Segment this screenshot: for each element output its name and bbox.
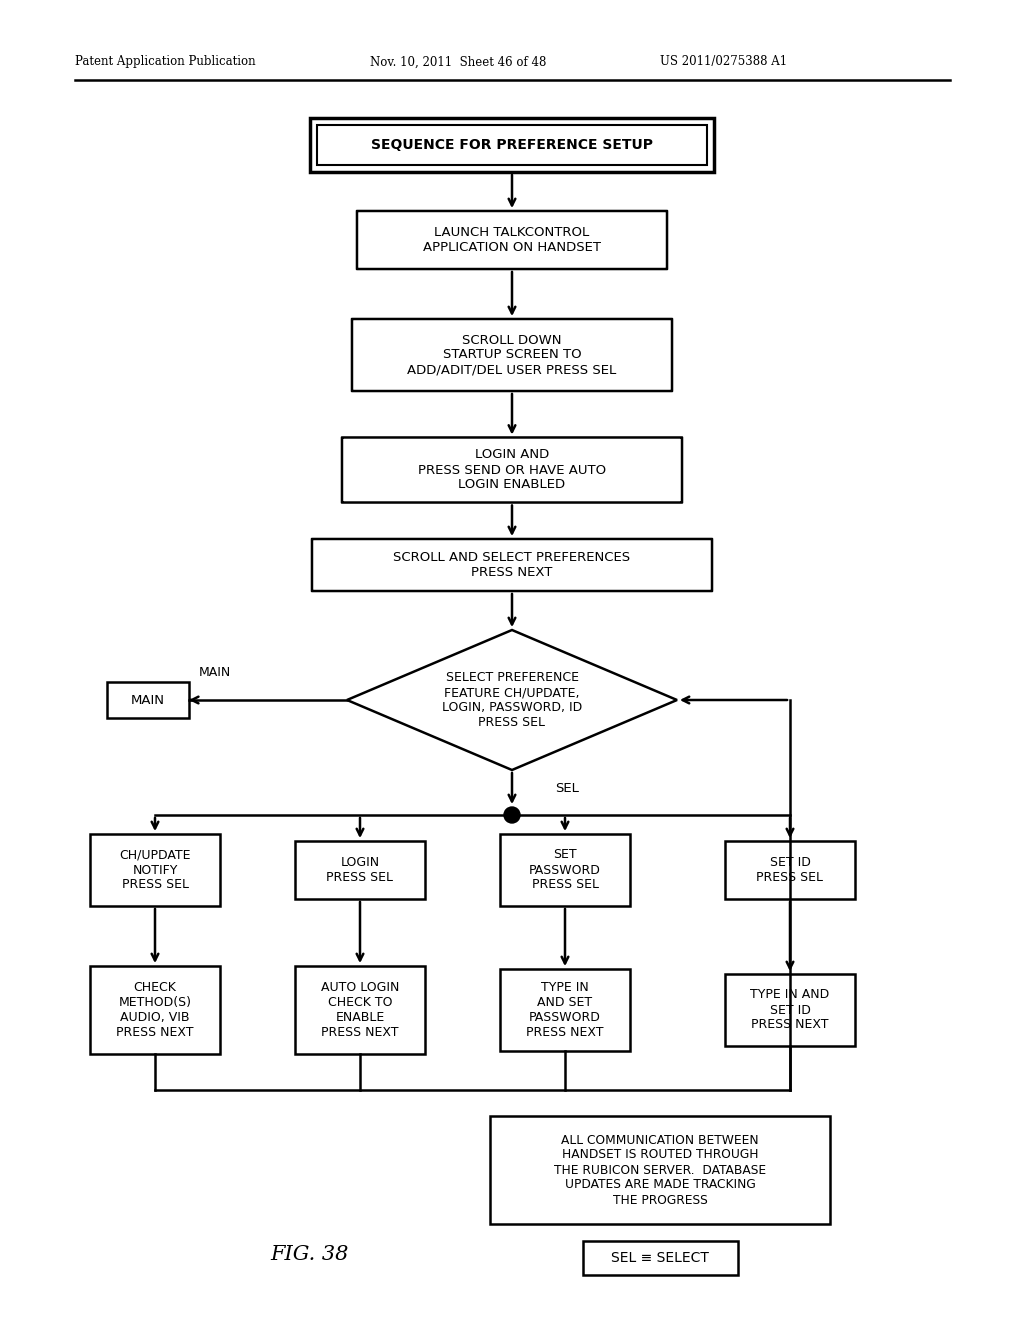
Bar bbox=[295, 966, 425, 1053]
Text: CH/UPDATE
NOTIFY
PRESS SEL: CH/UPDATE NOTIFY PRESS SEL bbox=[119, 849, 190, 891]
Text: SET ID
PRESS SEL: SET ID PRESS SEL bbox=[757, 855, 823, 884]
Text: US 2011/0275388 A1: US 2011/0275388 A1 bbox=[660, 55, 787, 69]
Bar bbox=[583, 1241, 737, 1275]
Text: TYPE IN
AND SET
PASSWORD
PRESS NEXT: TYPE IN AND SET PASSWORD PRESS NEXT bbox=[526, 981, 604, 1039]
Polygon shape bbox=[347, 630, 677, 770]
Text: SEL ≡ SELECT: SEL ≡ SELECT bbox=[611, 1251, 709, 1265]
Bar bbox=[106, 682, 189, 718]
Text: CHECK
METHOD(S)
AUDIO, VIB
PRESS NEXT: CHECK METHOD(S) AUDIO, VIB PRESS NEXT bbox=[117, 981, 194, 1039]
Circle shape bbox=[504, 807, 520, 822]
Bar bbox=[90, 834, 220, 906]
Bar bbox=[295, 841, 425, 899]
Text: SET
PASSWORD
PRESS SEL: SET PASSWORD PRESS SEL bbox=[529, 849, 601, 891]
Text: Patent Application Publication: Patent Application Publication bbox=[75, 55, 256, 69]
FancyBboxPatch shape bbox=[342, 437, 682, 503]
Bar bbox=[490, 1115, 830, 1224]
Bar bbox=[317, 125, 707, 165]
Text: MAIN: MAIN bbox=[131, 693, 165, 706]
Bar bbox=[310, 117, 714, 172]
Text: AUTO LOGIN
CHECK TO
ENABLE
PRESS NEXT: AUTO LOGIN CHECK TO ENABLE PRESS NEXT bbox=[321, 981, 399, 1039]
Text: TYPE IN AND
SET ID
PRESS NEXT: TYPE IN AND SET ID PRESS NEXT bbox=[751, 989, 829, 1031]
FancyBboxPatch shape bbox=[352, 319, 672, 391]
Text: SELECT PREFERENCE
FEATURE CH/UPDATE,
LOGIN, PASSWORD, ID
PRESS SEL: SELECT PREFERENCE FEATURE CH/UPDATE, LOG… bbox=[442, 671, 582, 729]
Text: LOGIN AND
PRESS SEND OR HAVE AUTO
LOGIN ENABLED: LOGIN AND PRESS SEND OR HAVE AUTO LOGIN … bbox=[418, 449, 606, 491]
Bar bbox=[500, 969, 630, 1051]
Text: SCROLL AND SELECT PREFERENCES
PRESS NEXT: SCROLL AND SELECT PREFERENCES PRESS NEXT bbox=[393, 550, 631, 579]
Text: LAUNCH TALKCONTROL
APPLICATION ON HANDSET: LAUNCH TALKCONTROL APPLICATION ON HANDSE… bbox=[423, 226, 601, 253]
Bar bbox=[725, 841, 855, 899]
FancyBboxPatch shape bbox=[312, 539, 712, 591]
Text: Nov. 10, 2011  Sheet 46 of 48: Nov. 10, 2011 Sheet 46 of 48 bbox=[370, 55, 547, 69]
Text: SEL: SEL bbox=[555, 781, 579, 795]
FancyBboxPatch shape bbox=[357, 211, 667, 269]
Text: ALL COMMUNICATION BETWEEN
HANDSET IS ROUTED THROUGH
THE RUBICON SERVER.  DATABAS: ALL COMMUNICATION BETWEEN HANDSET IS ROU… bbox=[554, 1134, 766, 1206]
Text: LOGIN
PRESS SEL: LOGIN PRESS SEL bbox=[327, 855, 393, 884]
Bar bbox=[500, 834, 630, 906]
Text: MAIN: MAIN bbox=[199, 665, 231, 678]
Text: SCROLL DOWN
STARTUP SCREEN TO
ADD/ADIT/DEL USER PRESS SEL: SCROLL DOWN STARTUP SCREEN TO ADD/ADIT/D… bbox=[408, 334, 616, 376]
Bar bbox=[725, 974, 855, 1045]
Bar bbox=[90, 966, 220, 1053]
Text: SEQUENCE FOR PREFERENCE SETUP: SEQUENCE FOR PREFERENCE SETUP bbox=[371, 139, 653, 152]
Text: FIG. 38: FIG. 38 bbox=[270, 1246, 349, 1265]
